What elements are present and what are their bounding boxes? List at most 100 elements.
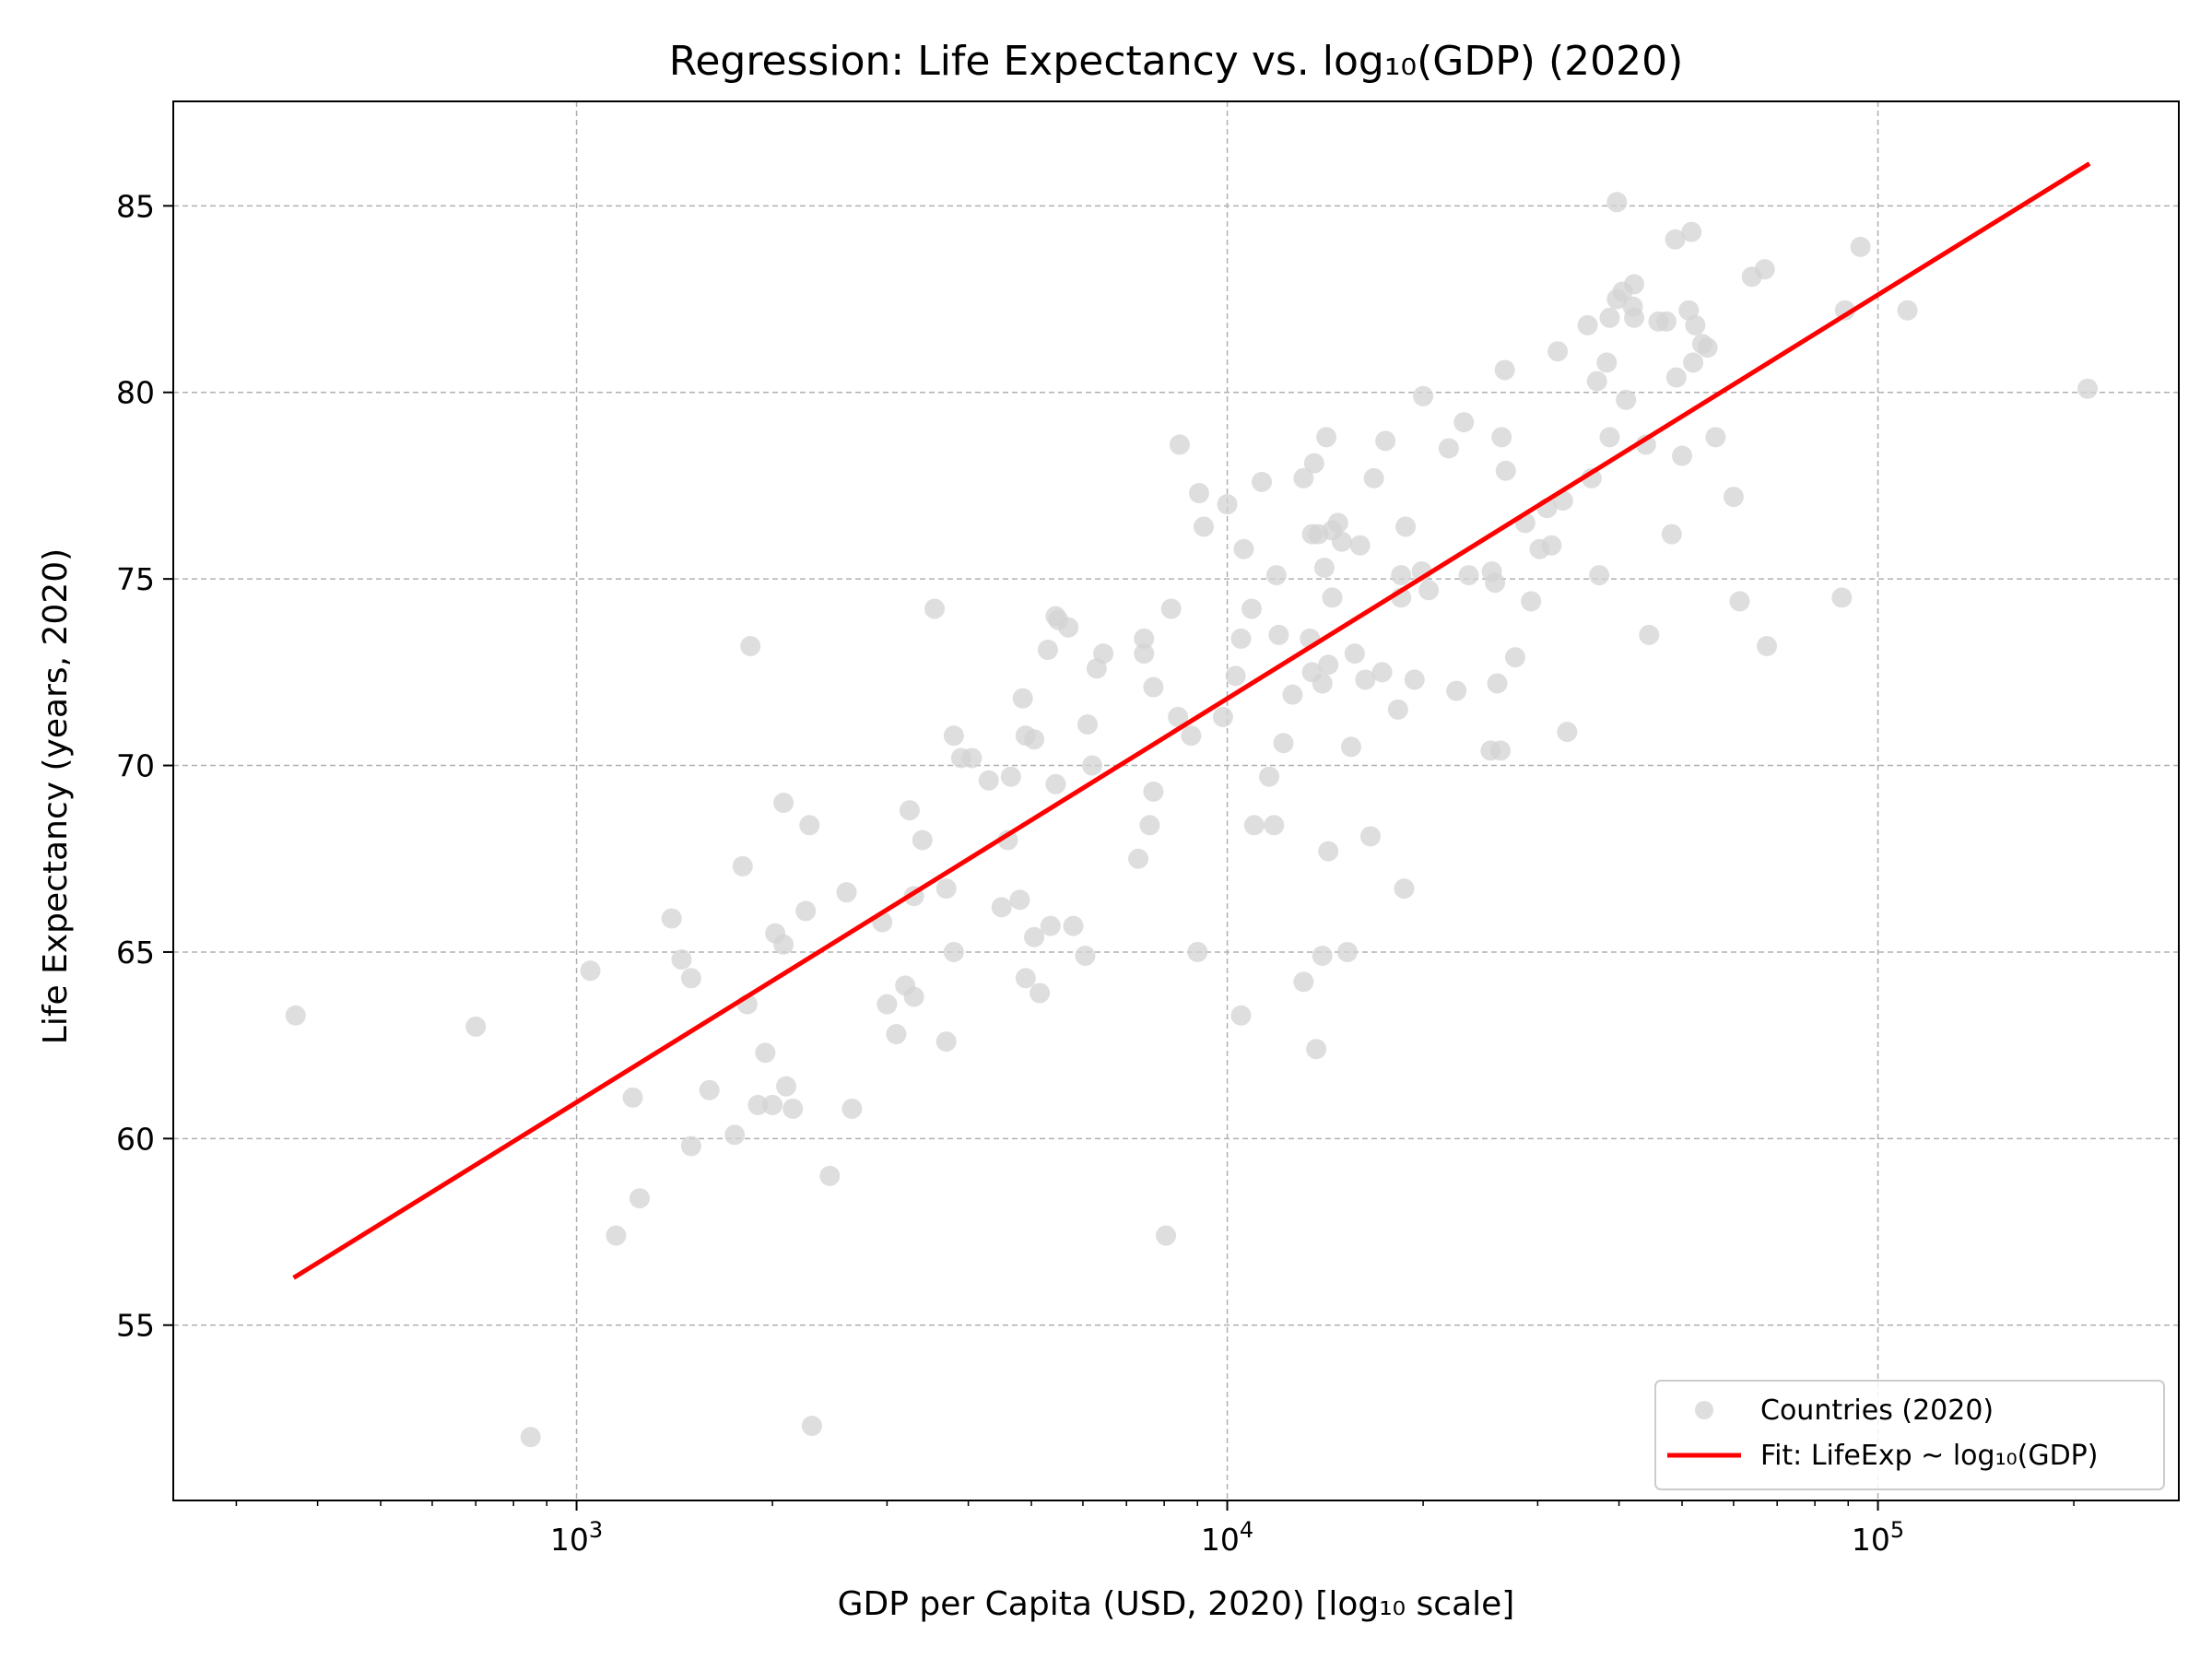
data-point [520,1427,541,1448]
data-point [1616,389,1637,410]
x-tick-label: 104 [1201,1517,1253,1558]
data-point [899,800,920,821]
data-point [1063,915,1084,936]
data-point [935,1031,957,1053]
x-tick-label: 103 [550,1517,603,1558]
data-point [1233,538,1254,559]
data-point [1547,341,1569,362]
data-point [580,960,601,982]
data-point [773,793,794,814]
data-point [1024,926,1045,947]
data-point [732,855,753,877]
data-point [1030,982,1051,1004]
data-point [1293,971,1314,993]
data-point [1557,722,1578,743]
data-point [1037,640,1058,661]
data-point [1387,699,1408,720]
data-point [1265,565,1287,586]
data-point [1313,558,1335,578]
data-point [1336,941,1358,962]
data-point [1606,192,1628,213]
data-point [1754,259,1775,280]
data-point [1134,643,1155,665]
data-point [1230,628,1252,649]
data-point [1168,706,1189,727]
data-point [1143,677,1164,698]
x-tick-label: 105 [1852,1517,1904,1558]
data-point [1075,945,1096,966]
data-point [773,934,794,955]
data-point [912,830,933,851]
y-tick-label: 70 [116,748,155,784]
data-point [629,1188,650,1209]
data-point [776,1076,797,1097]
data-point [1438,438,1459,459]
data-point [1665,367,1687,388]
data-point [943,941,964,962]
data-point [1541,535,1562,556]
data-point [699,1079,720,1100]
fit-line-layer [292,161,2091,1280]
data-point [1661,524,1682,545]
data-point [1230,1005,1252,1026]
data-point [903,986,924,1007]
legend-scatter-marker [1695,1401,1713,1419]
data-point [2077,378,2099,399]
data-point [1160,598,1182,619]
data-point [1243,815,1265,836]
data-point [1000,766,1021,787]
data-point [943,725,964,747]
data-point [1639,624,1660,645]
data-point [1359,826,1381,847]
data-point [1212,706,1233,727]
data-point [1831,587,1853,608]
data-point [1491,427,1512,448]
data-point [1850,236,1871,257]
scatter-points [285,192,2099,1448]
data-point [1665,229,1686,250]
data-point [1757,636,1778,657]
plot-area-frame [172,100,2180,1501]
data-point [1318,654,1339,676]
data-point [1312,673,1333,694]
data-point [997,830,1018,851]
data-point [1586,371,1607,392]
data-point [1293,467,1314,488]
grid [173,101,2179,1500]
data-point [740,636,761,657]
data-point [1012,688,1033,709]
data-point [1193,516,1214,537]
legend-label-countries: Countries (2020) [1760,1394,1994,1427]
data-point [1490,740,1512,761]
data-point [1322,587,1343,608]
data-point [991,897,1012,918]
data-point [762,1094,783,1115]
legend-box [1654,1380,2165,1490]
y-tick-label: 55 [116,1308,155,1344]
data-point [1683,352,1704,373]
data-point [1081,755,1102,776]
data-point [1024,729,1045,750]
data-point [877,994,898,1015]
data-point [935,878,957,900]
data-point [1340,736,1361,758]
data-point [1139,815,1160,836]
data-point [1252,471,1273,492]
data-point [1494,359,1515,381]
data-point [1156,1225,1177,1246]
data-point [1672,445,1693,466]
data-point [1282,684,1303,705]
data-point [680,1135,701,1157]
x-axis-label: GDP per Capita (USD, 2020) [log₁₀ scale] [838,1585,1515,1623]
data-point [841,1098,863,1119]
data-point [1009,889,1030,911]
data-point [1404,669,1425,690]
data-point [1143,781,1164,802]
data-point [1058,617,1079,638]
data-point [1045,773,1066,794]
data-point [1446,680,1467,701]
data-point [1599,307,1620,328]
data-point [1327,512,1348,534]
data-point [1413,385,1434,406]
